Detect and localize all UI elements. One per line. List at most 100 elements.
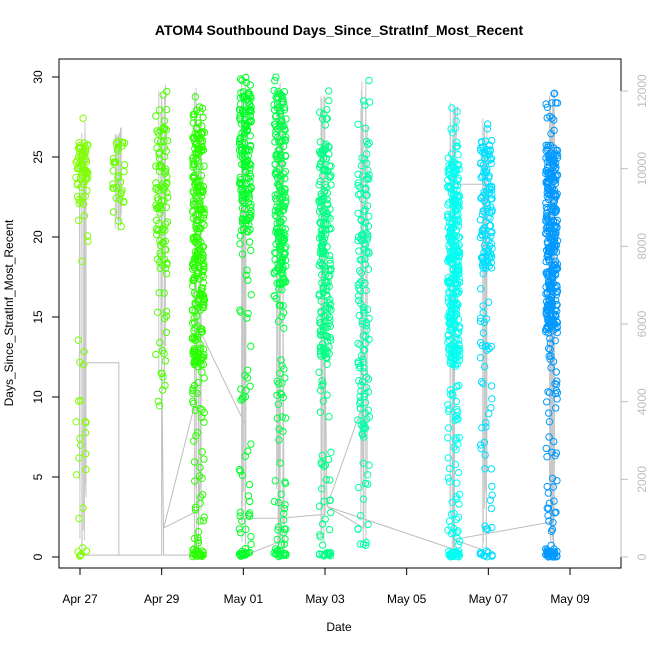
data-point xyxy=(487,382,496,390)
data-point xyxy=(548,474,557,482)
data-point xyxy=(196,344,205,352)
data-point xyxy=(553,477,561,485)
data-point xyxy=(162,312,171,320)
data-point xyxy=(200,455,208,463)
data-point xyxy=(362,137,371,146)
data-point xyxy=(237,396,245,404)
data-point xyxy=(545,352,553,360)
data-point xyxy=(355,483,363,492)
data-point xyxy=(281,167,290,176)
data-point xyxy=(477,378,486,386)
data-point xyxy=(324,273,333,281)
data-point xyxy=(476,317,485,326)
data-point xyxy=(444,401,452,409)
data-point xyxy=(200,374,208,382)
data-point xyxy=(243,314,251,322)
data-point xyxy=(447,174,456,182)
data-point xyxy=(155,289,163,297)
data-point xyxy=(281,374,289,382)
data-point xyxy=(235,465,244,474)
data-point xyxy=(445,464,454,473)
data-point xyxy=(317,227,326,235)
data-point xyxy=(196,107,205,116)
data-point xyxy=(545,178,553,187)
data-point xyxy=(449,157,457,166)
data-point xyxy=(543,206,551,214)
data-point xyxy=(112,139,121,148)
data-point xyxy=(320,166,328,175)
data-point xyxy=(246,210,254,218)
data-point xyxy=(278,312,286,321)
data-point xyxy=(323,105,331,114)
data-point xyxy=(198,328,207,336)
data-point xyxy=(237,385,245,393)
data-point xyxy=(279,142,288,151)
data-point xyxy=(455,352,464,360)
data-point xyxy=(551,204,559,212)
data-point xyxy=(191,299,199,307)
data-point xyxy=(452,117,460,125)
data-point xyxy=(162,270,171,278)
data-point xyxy=(244,276,252,284)
data-point xyxy=(485,298,493,306)
data-point xyxy=(281,244,289,253)
data-point xyxy=(154,226,162,235)
data-point xyxy=(76,174,85,183)
data-point xyxy=(160,144,169,152)
data-point xyxy=(358,377,367,386)
data-point xyxy=(194,534,202,542)
data-point xyxy=(478,424,486,432)
data-point xyxy=(358,317,366,325)
data-point xyxy=(271,477,279,485)
cluster-3 xyxy=(152,84,172,410)
data-point xyxy=(277,269,286,277)
data-point xyxy=(316,347,325,355)
data-point xyxy=(547,204,555,212)
data-point xyxy=(455,433,464,442)
cluster-7 xyxy=(315,87,335,560)
data-point xyxy=(191,144,199,153)
data-point xyxy=(247,184,255,193)
data-point xyxy=(245,186,254,194)
data-point xyxy=(359,459,367,467)
data-point xyxy=(274,264,282,272)
data-point xyxy=(190,545,198,553)
data-point xyxy=(80,212,89,220)
data-point xyxy=(247,117,255,125)
data-point xyxy=(325,96,333,105)
data-point xyxy=(162,328,171,337)
data-point xyxy=(235,525,244,533)
data-point xyxy=(487,250,495,258)
data-point xyxy=(546,345,554,354)
data-point xyxy=(279,228,288,237)
data-point xyxy=(198,128,207,136)
data-point xyxy=(445,279,454,287)
data-point xyxy=(553,190,561,198)
x-tick-label: May 09 xyxy=(550,592,590,606)
data-point xyxy=(274,400,283,408)
data-point xyxy=(551,337,559,345)
data-point xyxy=(444,474,453,482)
data-point xyxy=(155,106,164,114)
data-point xyxy=(116,195,124,204)
data-point xyxy=(154,196,163,204)
data-point xyxy=(247,342,255,350)
data-point xyxy=(326,173,335,181)
data-point xyxy=(356,400,364,408)
data-point xyxy=(447,352,455,361)
data-point xyxy=(452,310,460,319)
data-point xyxy=(192,291,200,299)
data-point xyxy=(553,151,562,160)
data-point xyxy=(245,191,253,200)
data-point xyxy=(548,184,557,192)
data-point xyxy=(196,247,205,256)
data-point xyxy=(280,525,289,533)
data-point xyxy=(159,91,167,99)
data-point xyxy=(359,358,367,367)
data-point xyxy=(360,364,368,372)
data-point xyxy=(444,434,452,442)
data-point xyxy=(279,249,288,258)
data-point xyxy=(450,551,458,559)
data-point xyxy=(161,381,169,390)
data-point xyxy=(274,224,282,232)
